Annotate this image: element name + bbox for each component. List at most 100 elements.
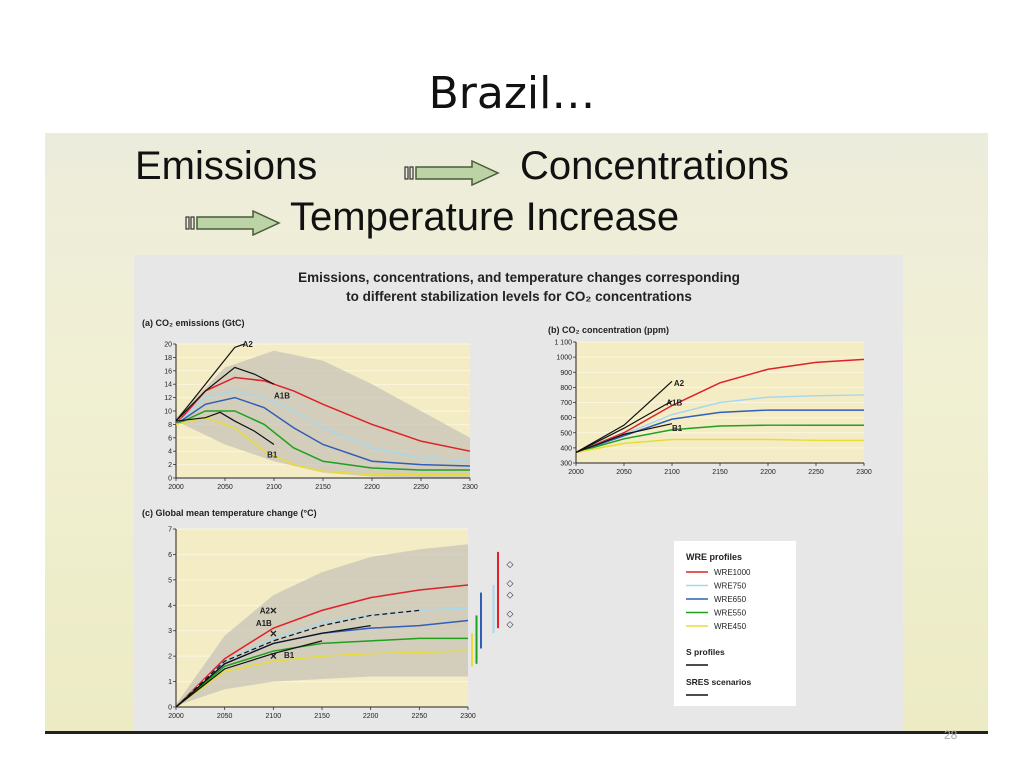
chart-a: 0 2 4 6 8 10 12 14 16 18 20 2000 2050 2100 2150 2200 225… [164,340,478,491]
marker-x-c: × [270,603,277,617]
range-marker-wre1000: ◇ [507,559,514,569]
x-tick-label-b: 2250 [808,469,824,476]
range-marker-wre550: ◇ [507,609,514,619]
y-tick-label-c: 3 [168,628,172,635]
figure-title-line1: Emissions, concentrations, and temperatu… [298,270,740,285]
series-line-wre1000-c [175,584,469,708]
uncertainty-band-a [176,350,470,478]
sres-line-c [175,625,371,708]
chart-b-title: (b) CO₂ concentration (ppm) [548,325,669,335]
range-marker-wre750: ◇ [507,578,514,588]
y-tick-label-b: 400 [560,445,572,452]
marker-x-c: × [270,649,277,663]
sres-line-c [175,640,323,708]
annotation-a: A1B [274,392,290,401]
y-tick-label-b: 500 [560,430,572,437]
slide-title: Brazil… [428,68,596,119]
x-tick-label-b: 2200 [760,469,776,476]
arrow-icon-2 [185,210,281,236]
x-tick-label-c: 2050 [217,713,233,720]
x-tick-label-b: 2100 [664,469,680,476]
x-tick-label-c: 2000 [168,713,184,720]
legend-sres: SRES scenarios [686,677,751,687]
annotation-c: A2 [260,606,271,615]
y-tick-label-b: 800 [560,385,572,392]
y-tick-label-a: 16 [164,368,172,375]
heading-temperature-increase: Temperature Increase [290,195,680,239]
heading-concentrations: Concentrations [520,144,790,188]
sres-line-a [175,411,275,445]
sres-line-b [575,400,673,453]
x-tick-label-c: 2100 [266,713,282,720]
x-tick-label-b: 2150 [712,469,728,476]
legend-label-wre450: WRE450 [714,622,747,631]
y-tick-label-c: 7 [168,527,172,534]
x-tick-label-b: 2300 [856,469,872,476]
y-tick-label-b: 700 [560,400,572,407]
y-tick-label-c: 0 [168,705,172,712]
y-tick-label-b: 1000 [556,355,572,362]
annotation-a: B1 [267,451,278,460]
y-tick-label-a: 2 [168,462,172,469]
y-tick-label-b: 900 [560,370,572,377]
sres-line-a [175,366,275,422]
bottom-rule [45,731,988,734]
y-tick-label-a: 0 [168,476,172,483]
x-tick-label-c: 2150 [314,713,330,720]
annotation-a: A2 [243,340,254,349]
y-tick-label-a: 14 [164,382,172,389]
x-tick-label-a: 2250 [413,484,429,491]
series-line-wre750-a [175,390,471,462]
heading-emissions: Emissions [135,144,318,188]
y-tick-label-b: 300 [560,461,572,468]
y-tick-label-c: 4 [168,603,172,610]
series-line-wre550-b [575,424,864,454]
y-tick-label-b: 600 [560,415,572,422]
x-tick-label-b: 2050 [616,469,632,476]
series-line-wre650-b [575,409,864,454]
annotation-c: B1 [284,651,295,660]
y-tick-label-c: 5 [168,577,172,584]
range-marker-wre450: ◇ [507,619,514,629]
y-tick-label-c: 6 [168,552,172,559]
series-line-wre550-a [175,410,470,471]
x-tick-label-a: 2050 [217,484,233,491]
chart-b: 300 400 500 600 700 800 900 1000 1 100 2000 2050 21… [554,340,871,477]
y-tick-label-a: 10 [164,409,172,416]
annotation-b: B1 [672,424,683,433]
annotation-b: A1B [666,399,682,408]
x-tick-label-a: 2300 [462,484,478,491]
series-line-wre1000-a [175,376,471,452]
y-tick-label-a: 20 [164,342,172,349]
uncertainty-band-c [176,544,468,706]
y-tick-label-c: 1 [168,679,172,686]
sres-line-a [175,343,245,422]
ipcc-figure: Emissions, concentrations, and temperatu… [134,255,903,731]
x-tick-label-c: 2300 [460,713,476,720]
series-line-wre450-a [175,416,470,476]
series-line-wre450-c [175,650,469,708]
page-number: 28 [944,728,958,742]
arrow-icon-1 [404,160,500,186]
series-line-wre550-c [175,637,468,708]
y-tick-label-a: 12 [164,395,172,402]
annotation-b: A2 [674,379,685,388]
x-tick-label-b: 2000 [568,469,584,476]
x-tick-label-c: 2250 [412,713,428,720]
legend-label-wre1000: WRE1000 [714,568,751,577]
x-tick-label-a: 2100 [266,484,282,491]
annotation-c: A1B [256,619,272,628]
legend-title: WRE profiles [686,552,742,562]
sres-line-b [575,423,673,453]
chart-a-title: (a) CO₂ emissions (GtC) [142,318,245,328]
figure-title-line2: to different stabilization levels for CO… [346,289,692,304]
sres-line-c [175,609,420,708]
chart-c-title: (c) Global mean temperature change (°C) [142,508,317,518]
y-tick-label-a: 18 [164,355,172,362]
marker-x-c: × [270,626,277,640]
range-marker-wre650: ◇ [507,590,514,600]
sres-line-b [575,380,673,453]
legend-s-profiles: S profiles [686,647,725,657]
figure-canvas: Emissions, concentrations, and temperatu… [142,270,872,721]
